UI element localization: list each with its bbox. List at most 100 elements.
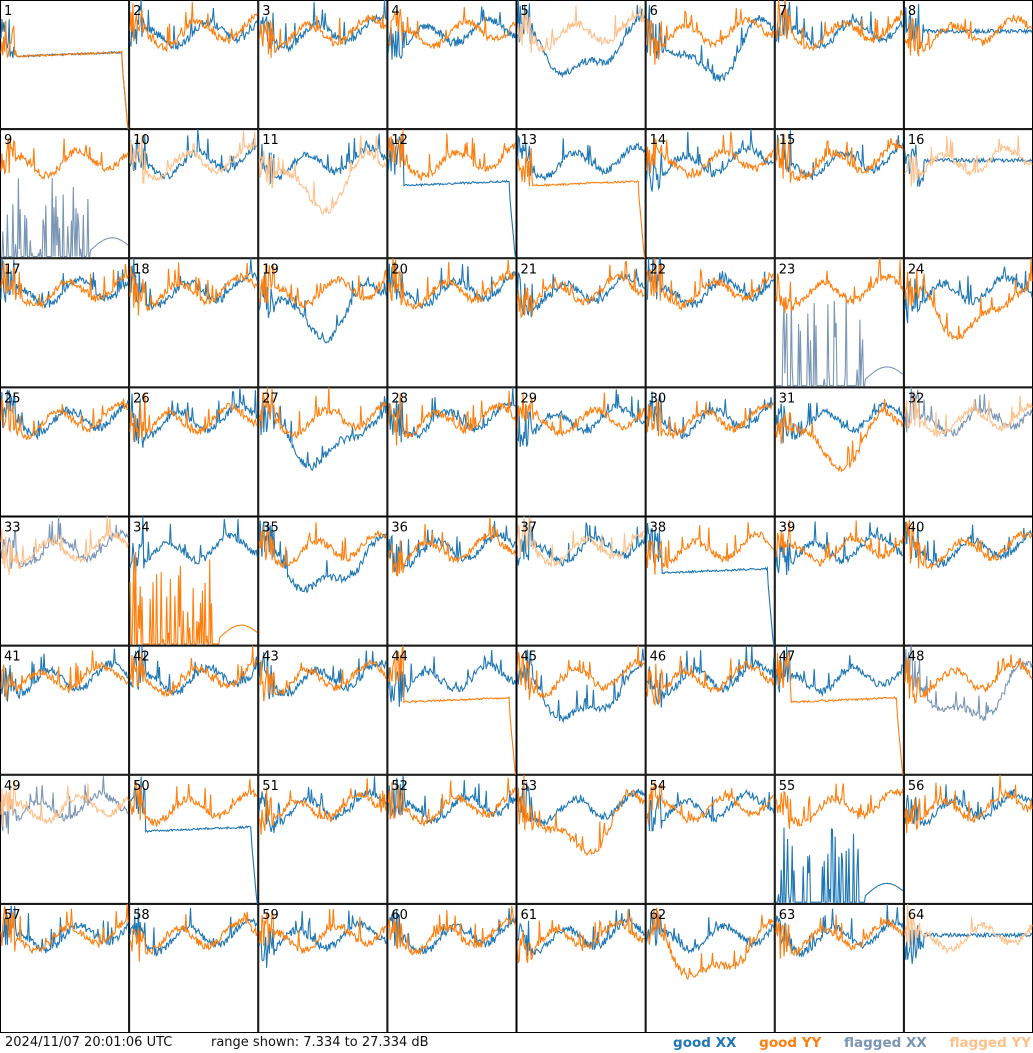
panel-label: 16 [908,133,925,148]
panel-frame [516,129,646,259]
panel-34: 34 [129,516,259,646]
panel-label: 37 [521,521,538,536]
series-good-yy [129,551,258,645]
series-good-yy [0,650,129,700]
series-good-xx [516,648,645,724]
legend: good XX good YY flagged XX flagged YY [655,1033,1031,1053]
panel-label: 42 [133,650,150,665]
panel-label: 4 [391,4,399,19]
series-good-yy [129,392,258,442]
series-good-yy [387,905,517,956]
panel-frame [774,258,904,388]
series-good-xx [129,776,258,904]
series-good-yy [516,260,645,319]
series-flagged-yy [0,780,129,827]
series-good-xx [775,827,904,903]
series-good-xx [258,650,387,700]
panel-label: 10 [133,133,150,148]
panel-frame [774,0,904,130]
panel-10: 10 [129,129,259,259]
panel-22: 22 [645,257,775,388]
panel-41: 41 [0,645,130,775]
panel-39: 39 [774,516,904,646]
timestamp: 2024/11/07 20:01:06 UTC [5,1035,173,1050]
series-good-yy [904,774,1033,834]
series-good-xx [775,0,904,50]
series-flagged-yy [516,5,646,53]
series-good-yy [775,133,904,183]
panel-label: 17 [4,262,21,277]
panel-15: 15 [774,129,904,259]
series-good-xx [387,6,517,60]
panel-label: 24 [908,262,925,277]
panel-label: 63 [779,908,796,923]
panel-label: 1 [4,4,12,19]
panel-64: 64 [903,903,1033,1033]
panel-label: 43 [262,650,279,665]
series-good-xx [258,133,387,187]
panel-45: 45 [516,645,646,775]
panel-label: 28 [391,391,408,406]
panel-label: 40 [908,521,925,536]
panel-54: 54 [645,774,775,904]
panel-label: 13 [521,133,538,148]
series-good-yy [387,258,517,310]
series-good-yy [646,907,775,981]
series-good-xx [129,258,258,311]
panel-7: 7 [774,0,904,130]
panel-label: 54 [650,779,667,794]
series-good-xx [517,908,645,957]
panel-37: 37 [516,516,646,646]
panel-24: 24 [903,258,1033,388]
panel-frame [258,903,388,1033]
panel-label: 30 [650,391,667,406]
panel-33: 33 [0,516,130,646]
series-flagged-yy [258,135,387,215]
panel-label: 32 [908,391,925,406]
series-good-yy [646,258,775,311]
panel-frame [258,129,388,259]
panel-frame [645,129,775,259]
panel-label: 49 [4,779,21,794]
panel-31: 31 [774,387,904,517]
series-good-xx [129,0,258,50]
series-good-xx [387,387,516,443]
panel-frame [903,903,1033,1033]
series-flagged-yy [0,516,129,575]
panel-32: 32 [903,387,1033,517]
series-good-xx [0,905,129,954]
panel-label: 44 [391,650,408,665]
series-good-yy [775,650,904,775]
series-flagged-xx [904,645,1033,721]
series-good-xx [904,266,1033,324]
legend-flagged-xx: flagged XX [844,1035,927,1051]
panel-16: 16 [903,129,1033,259]
panel-4: 4 [387,0,517,130]
panel-26: 26 [129,387,259,517]
panel-frame [645,774,775,904]
panel-frame [129,129,259,259]
range-text: range shown: 7.334 to 27.334 dB [211,1035,429,1050]
panel-frame [645,258,775,388]
panel-label: 27 [262,391,279,406]
series-good-xx [388,908,517,955]
series-good-yy [129,645,258,698]
series-good-yy [646,522,775,575]
series-good-xx [129,387,258,448]
series-good-yy [516,645,646,700]
panel-label: 35 [262,521,279,536]
panel-36: 36 [387,516,517,646]
series-flagged-yy [904,903,1033,955]
panel-27: 27 [258,387,388,517]
series-good-yy [516,774,646,857]
panel-label: 26 [133,391,150,406]
series-good-yy [129,779,258,827]
series-good-xx [258,910,387,968]
panel-label: 59 [262,908,279,923]
panel-18: 18 [129,258,259,388]
panel-29: 29 [516,387,646,517]
panel-label: 64 [908,908,925,923]
series-good-xx [387,521,516,575]
series-good-yy [258,658,387,702]
